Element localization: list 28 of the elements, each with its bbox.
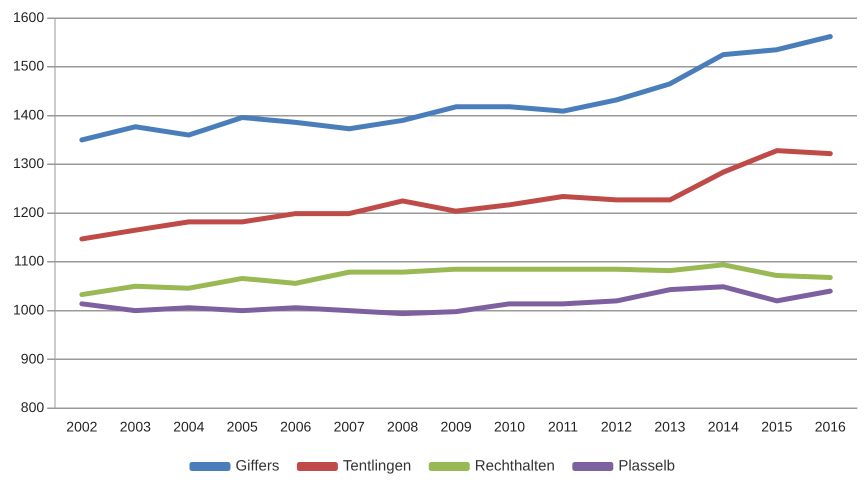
legend-label: Tentlingen [342,458,412,475]
y-tick-label: 1100 [14,252,44,269]
legend-label: Plasselb [618,458,676,475]
x-tick-label: 2008 [387,418,418,434]
x-tick-label: 2006 [280,418,312,434]
y-tick-label: 800 [20,399,44,416]
y-tick-label: 900 [20,350,44,366]
x-tick-label: 2003 [120,418,152,434]
legend-label: Giffers [235,458,280,475]
y-tick-label: 1400 [12,106,44,122]
x-tick-label: 2016 [814,418,846,434]
y-tick-label: 1500 [12,58,44,74]
x-tick-label: 2007 [334,418,365,434]
x-tick-label: 2014 [708,418,740,434]
x-tick-label: 2010 [494,418,526,434]
y-tick-label: 1300 [12,155,44,172]
x-tick-label: 2012 [600,418,632,434]
x-tick-label: 2009 [440,418,472,434]
x-tick-label: 2002 [66,418,98,434]
y-tick-label: 1000 [12,302,44,318]
legend-label: Rechthalten [474,458,555,475]
x-tick-label: 2011 [548,418,578,434]
x-tick-label: 2015 [761,418,793,434]
x-tick-label: 2013 [654,418,686,434]
x-tick-label: 2004 [173,418,205,434]
y-tick-label: 1200 [12,204,44,220]
x-tick-label: 2005 [226,418,258,434]
y-tick-label: 1600 [12,8,44,25]
